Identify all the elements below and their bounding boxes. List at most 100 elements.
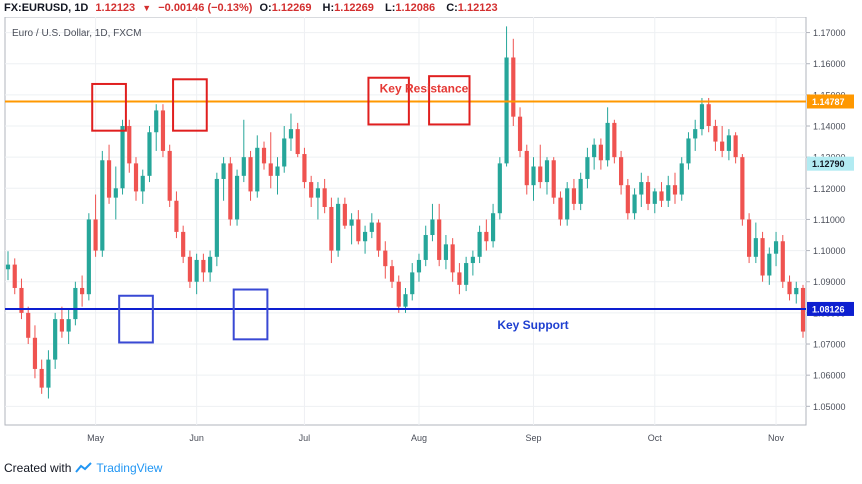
- candle-body: [437, 219, 442, 260]
- footer: Created with TradingView: [4, 461, 162, 475]
- candlestick-chart[interactable]: 1.050001.060001.070001.080001.090001.100…: [0, 16, 862, 454]
- y-tick-label: 1.14000: [813, 122, 846, 132]
- candle-body: [221, 163, 226, 179]
- candle-body: [470, 256, 475, 264]
- candle-body: [73, 287, 78, 320]
- candle-body: [565, 188, 570, 220]
- candle-body: [504, 57, 509, 164]
- y-tick-label: 1.16000: [813, 59, 846, 69]
- candle-body: [32, 337, 38, 369]
- candle-body: [693, 129, 698, 139]
- candle-body: [538, 166, 543, 183]
- down-arrow-icon: ▼: [142, 3, 152, 13]
- candle-body: [443, 244, 449, 260]
- candle-body: [315, 188, 321, 198]
- candle-body: [383, 250, 388, 267]
- resistance-box: [91, 82, 127, 132]
- candle-body: [322, 188, 327, 207]
- candle-body: [490, 213, 496, 242]
- candle-body: [578, 178, 583, 204]
- candle-body: [733, 135, 738, 158]
- candle-body: [5, 264, 11, 270]
- tradingview-logo[interactable]: TradingView: [75, 461, 162, 475]
- candle-body: [544, 160, 550, 183]
- x-tick-label: Aug: [411, 433, 427, 443]
- candle-body: [113, 188, 118, 198]
- current-price-tag-bg: [807, 156, 854, 171]
- x-tick-label: Jul: [299, 433, 311, 443]
- chart-title: Euro / U.S. Dollar, 1D, FXCM: [12, 28, 141, 39]
- candle-body: [59, 319, 64, 332]
- candle-body: [39, 368, 44, 388]
- candle-body: [612, 122, 617, 158]
- candle-body: [517, 116, 523, 151]
- candle-body: [396, 281, 401, 307]
- candle-body: [53, 319, 58, 360]
- candle-body: [403, 294, 408, 307]
- candle-body: [632, 194, 637, 214]
- candle-body: [288, 129, 294, 139]
- y-tick-label: 1.07000: [813, 340, 846, 350]
- plot-frame: [4, 16, 807, 426]
- candle-body: [450, 244, 455, 273]
- support-price-tag-bg: [807, 301, 854, 316]
- y-tick-label: 1.05000: [813, 402, 846, 412]
- chart-area[interactable]: 1.050001.060001.070001.080001.090001.100…: [0, 16, 862, 454]
- candle-body: [80, 287, 85, 295]
- candle-body: [511, 57, 516, 117]
- candle-body: [167, 150, 172, 201]
- candle-body: [12, 264, 17, 288]
- resistance-box: [172, 78, 208, 132]
- y-tick-label: 1.17000: [813, 28, 846, 38]
- candle-body: [127, 126, 132, 164]
- candle-body: [706, 104, 711, 127]
- candle-body: [106, 160, 112, 198]
- y-tick-label: 1.10000: [813, 246, 846, 256]
- low-value: L:1.12086: [384, 2, 436, 14]
- x-tick-label: Jun: [189, 433, 204, 443]
- candle-body: [362, 231, 368, 242]
- candle-body: [410, 272, 415, 295]
- candle-body: [214, 178, 219, 257]
- candle-body: [464, 263, 469, 285]
- candle-body: [194, 259, 199, 282]
- candle-body: [699, 104, 705, 130]
- symbol-label: FX:EURUSD, 1D: [4, 2, 89, 14]
- candle-body: [93, 219, 98, 251]
- y-tick-label: 1.09000: [813, 277, 846, 287]
- current-price-tag: 1.12790: [812, 159, 845, 169]
- y-tick-label: 1.12000: [813, 184, 846, 194]
- candle-body: [349, 219, 354, 226]
- resistance-price-tag-bg: [807, 94, 854, 109]
- y-tick-label: 1.11000: [813, 215, 845, 225]
- high-value: H:1.12269: [322, 2, 374, 14]
- candle-body: [619, 157, 624, 186]
- candle-body: [773, 241, 779, 254]
- candle-body: [592, 144, 597, 158]
- candle-body: [585, 157, 590, 179]
- candle-body: [430, 219, 435, 236]
- candle-body: [605, 122, 610, 161]
- candle-body: [571, 188, 577, 204]
- candle-body: [598, 144, 603, 161]
- candle-body: [154, 110, 159, 133]
- candle-body: [160, 110, 166, 151]
- candle-body: [140, 175, 145, 192]
- candle-body: [261, 147, 267, 164]
- candle-body: [228, 163, 233, 220]
- candle-body: [336, 203, 341, 251]
- candle-body: [19, 287, 24, 313]
- candle-body: [760, 238, 765, 276]
- candle-body: [713, 126, 718, 142]
- candle-body: [295, 129, 300, 155]
- resistance-box: [367, 76, 410, 126]
- candle-body: [255, 147, 260, 192]
- candle-body: [524, 150, 529, 186]
- candle-body: [780, 241, 785, 282]
- candle-body: [625, 185, 630, 214]
- candle-body: [457, 272, 462, 285]
- candle-body: [767, 253, 772, 276]
- candle-body: [679, 163, 684, 195]
- last-price: 1.12123: [95, 2, 136, 14]
- x-tick-label: Sep: [526, 433, 542, 443]
